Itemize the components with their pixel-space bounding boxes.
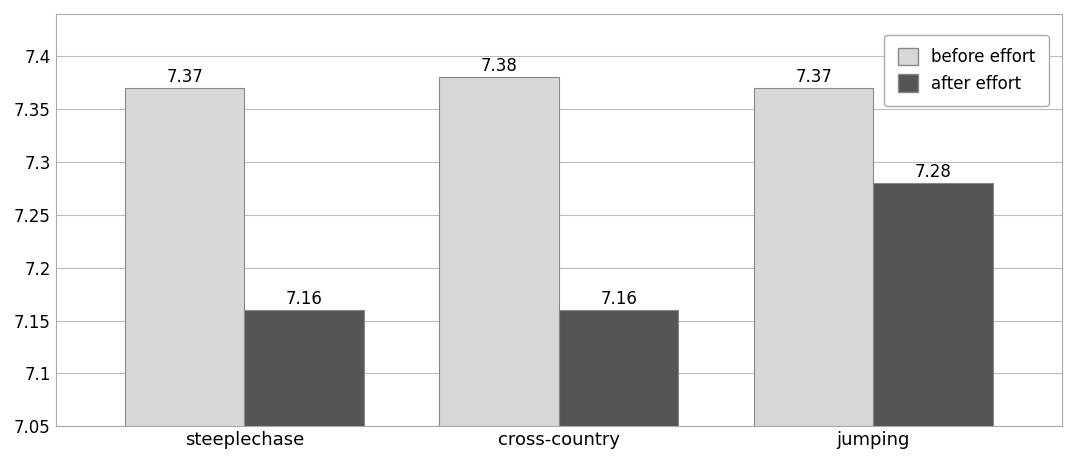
Bar (125, 88, 244, 426)
Text: 7.37: 7.37 (795, 68, 832, 86)
Text: 7.28: 7.28 (915, 163, 951, 181)
Legend: before effort, after effort: before effort, after effort (884, 35, 1049, 106)
Text: 7.38: 7.38 (481, 57, 518, 75)
Bar (874, 183, 993, 426)
Text: 7.16: 7.16 (285, 290, 323, 308)
Bar (558, 310, 678, 426)
Bar (439, 77, 558, 426)
Bar (244, 310, 364, 426)
Bar (754, 88, 874, 426)
Text: 7.16: 7.16 (600, 290, 637, 308)
Text: 7.37: 7.37 (166, 68, 203, 86)
